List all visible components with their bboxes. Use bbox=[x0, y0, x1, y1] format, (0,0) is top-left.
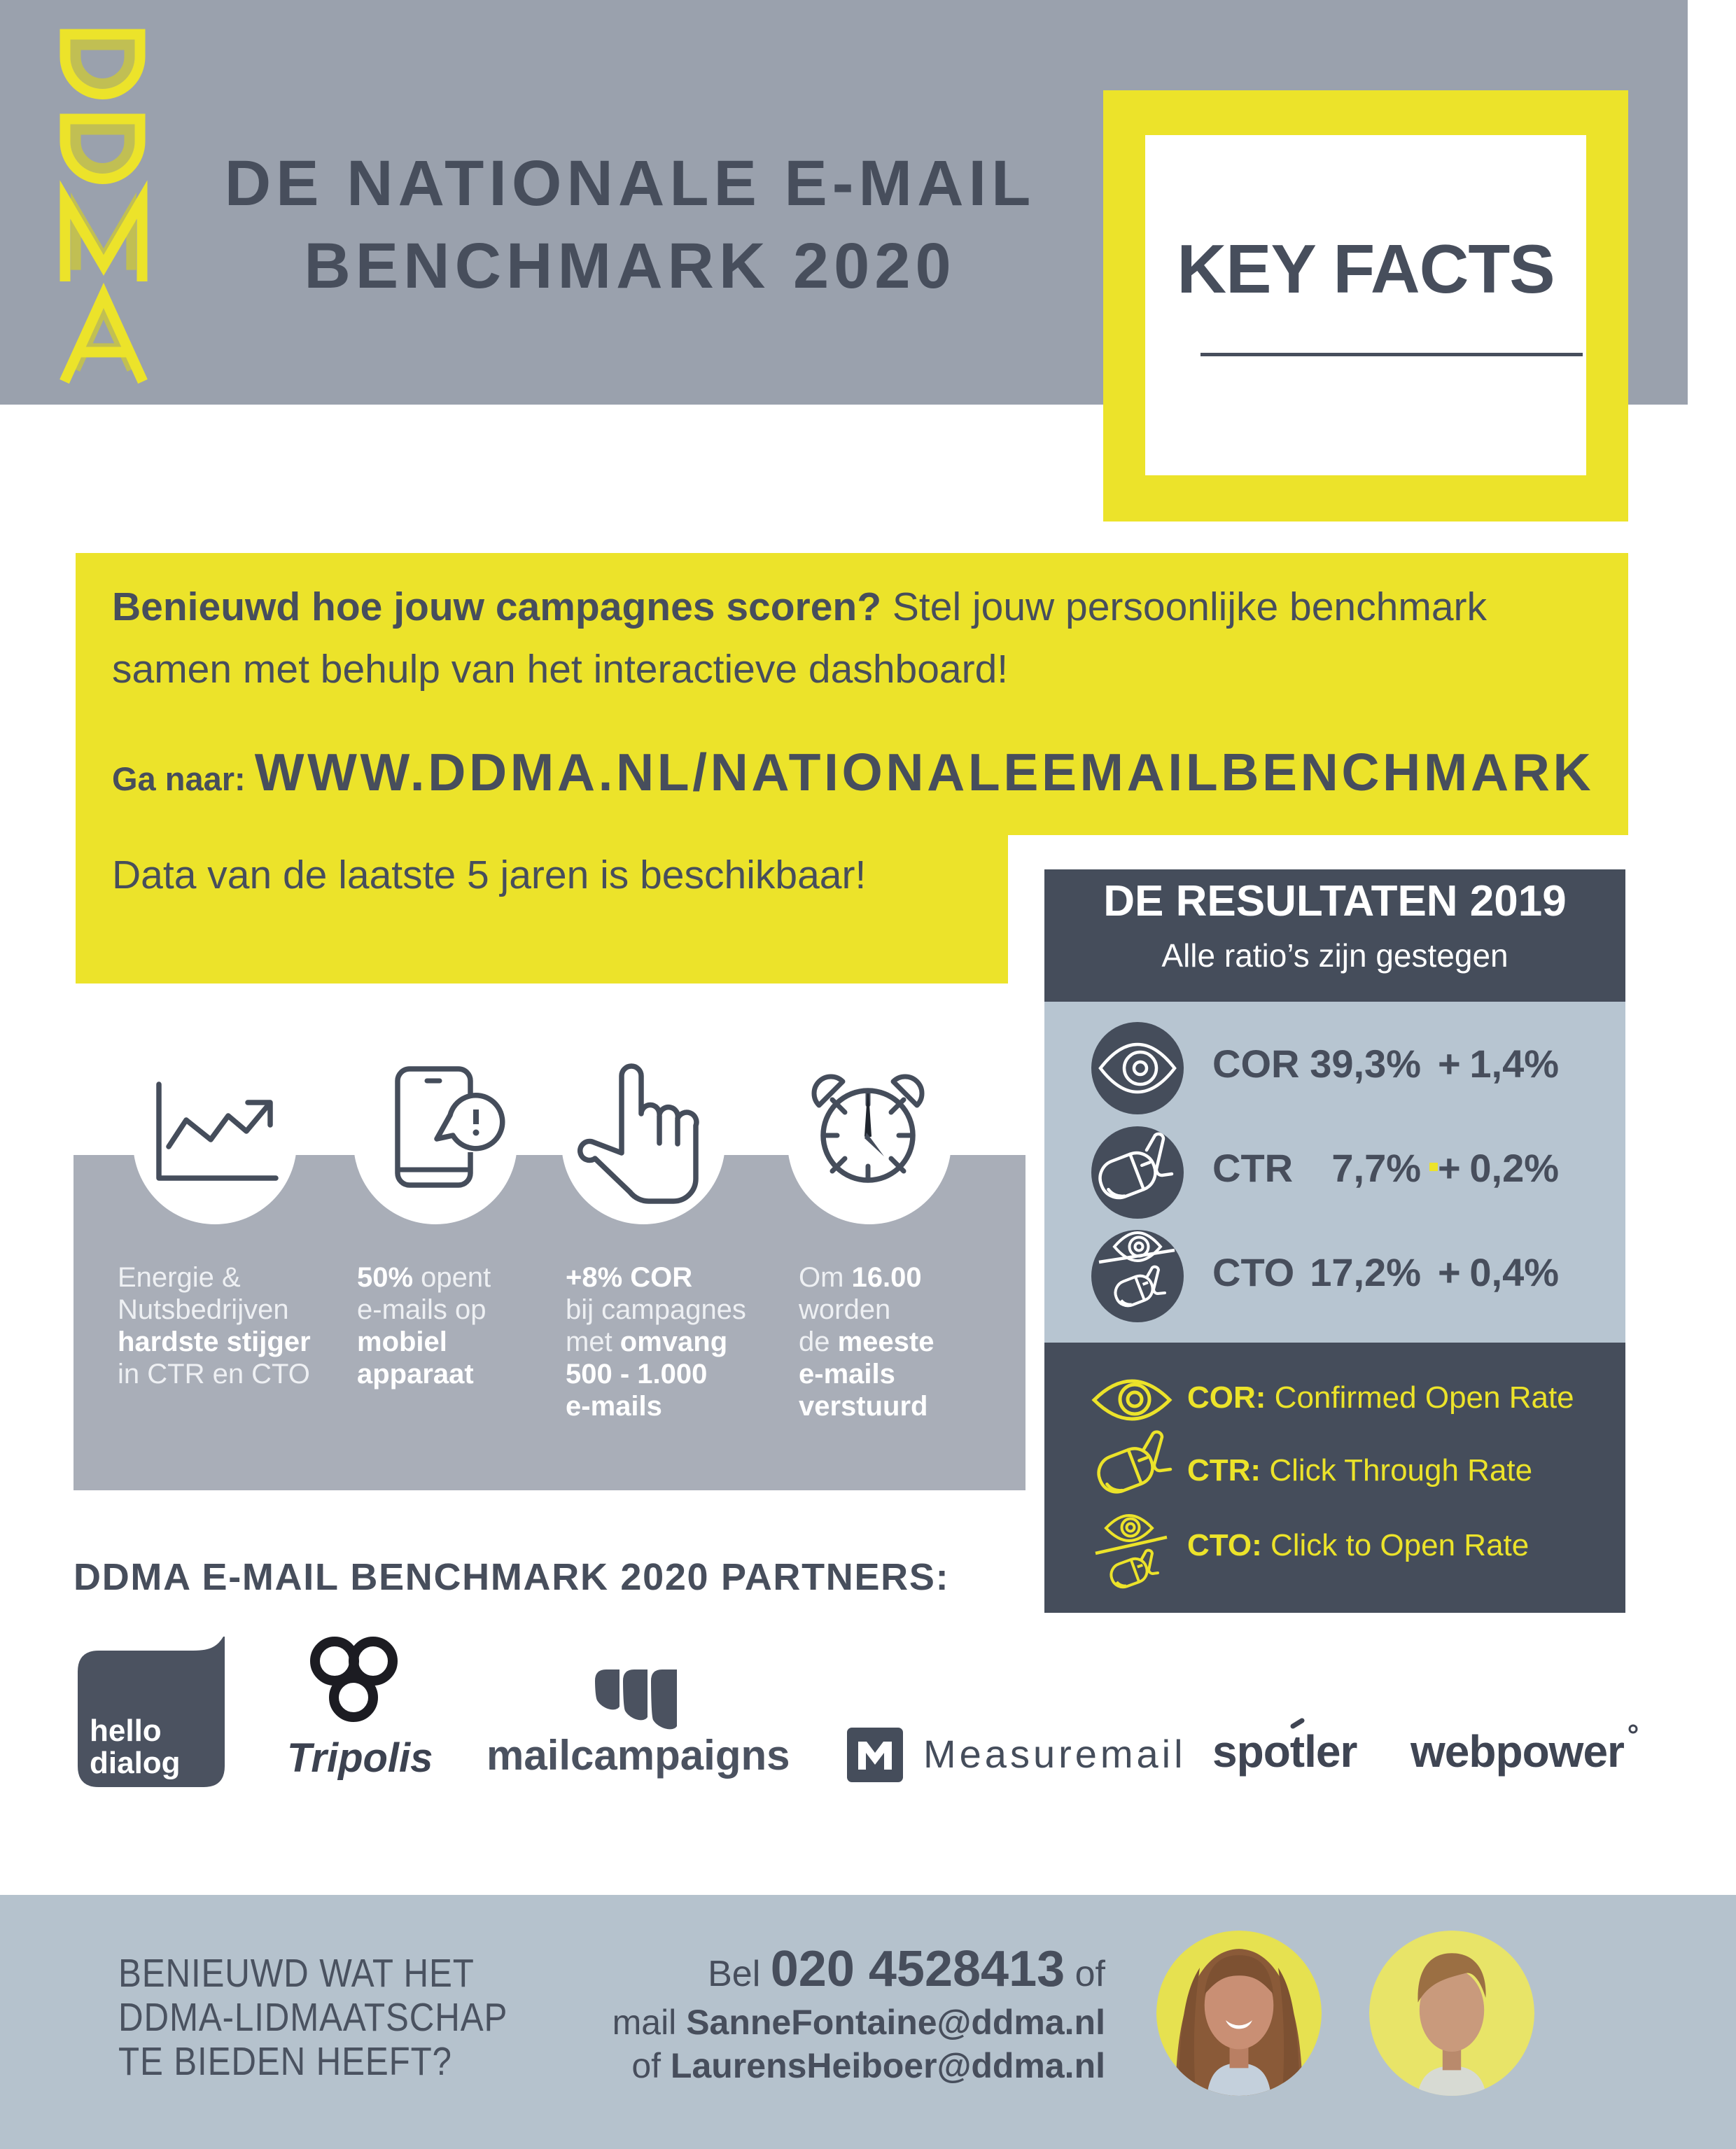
svg-text:hello: hello bbox=[90, 1714, 162, 1748]
svg-text:dialog: dialog bbox=[90, 1746, 181, 1780]
svg-text:spotler: spotler bbox=[1212, 1726, 1357, 1777]
svg-text:webpower: webpower bbox=[1410, 1726, 1624, 1777]
svg-text:Tripolis: Tripolis bbox=[287, 1735, 433, 1781]
svg-text:Measuremail: Measuremail bbox=[923, 1732, 1186, 1776]
svg-text:mailcampaigns: mailcampaigns bbox=[486, 1732, 790, 1779]
